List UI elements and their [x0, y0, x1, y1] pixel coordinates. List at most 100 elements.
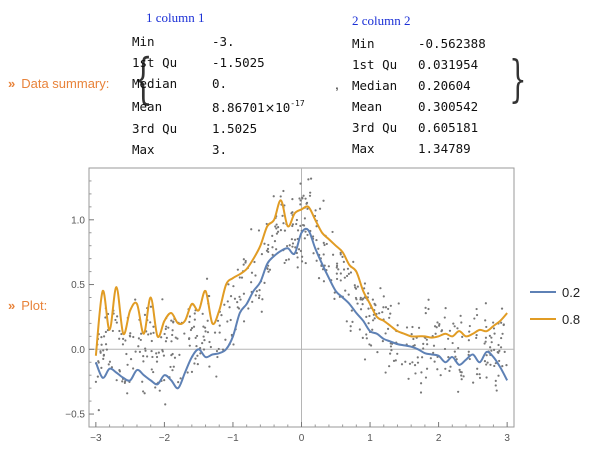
data-point: [299, 182, 302, 185]
data-point: [438, 323, 441, 326]
data-point: [440, 329, 444, 332]
data-point: [247, 307, 250, 310]
data-point: [240, 276, 244, 279]
data-point: [122, 337, 125, 341]
data-point: [488, 334, 491, 337]
data-point: [115, 379, 118, 382]
data-point: [110, 366, 114, 369]
data-point: [157, 351, 160, 354]
data-point: [335, 266, 338, 269]
data-point: [224, 338, 227, 341]
col2-row-3rd-qu: 3rd Qu 0.605181: [352, 120, 478, 135]
data-point: [484, 319, 487, 322]
data-point: [203, 326, 207, 329]
data-point: [411, 361, 414, 364]
data-point: [132, 335, 135, 339]
times-sign: ×: [264, 100, 276, 115]
data-point: [489, 363, 492, 366]
data-point: [335, 262, 339, 265]
data-point: [239, 298, 242, 301]
data-point: [322, 253, 325, 256]
data-point: [149, 332, 152, 335]
stat-value: 0.300542: [418, 99, 479, 114]
data-point: [484, 336, 488, 339]
data-point: [258, 289, 261, 292]
data-point: [494, 384, 497, 387]
data-point: [194, 336, 197, 339]
data-point: [417, 326, 421, 329]
data-point: [220, 314, 223, 317]
data-point: [505, 364, 508, 367]
data-point: [124, 339, 127, 342]
data-point: [365, 315, 368, 318]
data-point: [500, 336, 503, 340]
mean-mantissa: 8.86701: [212, 100, 265, 115]
data-point: [444, 367, 447, 370]
data-point: [194, 357, 197, 360]
data-point: [347, 272, 350, 275]
data-point: [266, 247, 270, 250]
data-point: [257, 229, 261, 232]
data-point: [134, 350, 137, 353]
data-point: [120, 332, 123, 336]
data-point: [327, 265, 330, 268]
data-point: [149, 305, 153, 308]
col2-row-median: Median 0.20604: [352, 78, 471, 93]
data-point: [244, 261, 247, 264]
data-point: [100, 336, 103, 339]
x-tick-label: −3: [90, 433, 102, 444]
data-point: [217, 347, 220, 351]
data-point: [275, 223, 278, 226]
data-point: [322, 241, 325, 245]
data-point: [359, 308, 363, 311]
data-point: [152, 331, 155, 334]
data-point: [164, 327, 167, 331]
data-point: [167, 326, 170, 329]
col1-row-median: Median 0.: [132, 76, 227, 91]
data-point: [174, 336, 177, 339]
data-point: [435, 326, 438, 329]
data-point: [236, 268, 239, 271]
data-point: [206, 319, 209, 322]
data-point: [475, 307, 478, 311]
data-point: [335, 264, 339, 267]
data-point: [299, 203, 302, 206]
data-point: [458, 368, 461, 371]
data-point: [188, 337, 191, 340]
x-tick-label: 1: [367, 433, 373, 444]
data-point: [163, 332, 166, 336]
data-point: [413, 364, 417, 367]
data-point: [164, 403, 167, 406]
data-point: [155, 360, 159, 363]
data-point: [188, 315, 192, 318]
data-point: [345, 320, 348, 323]
data-point: [295, 218, 298, 222]
data-point: [492, 327, 496, 330]
data-point: [304, 261, 307, 265]
legend-label: 0.8: [562, 312, 580, 327]
data-point: [116, 315, 119, 318]
data-point: [460, 371, 463, 374]
data-point: [250, 228, 253, 231]
data-point: [389, 352, 392, 355]
y-tick-label: 1.0: [71, 215, 85, 226]
data-point: [147, 333, 150, 336]
data-point: [275, 232, 279, 235]
data-point: [183, 332, 186, 335]
stat-value: 8.86701×10-17: [212, 99, 305, 115]
data-point: [124, 380, 127, 383]
data-point: [226, 300, 229, 303]
data-point: [368, 343, 371, 346]
data-point: [164, 340, 168, 343]
data-point: [152, 370, 155, 374]
data-point: [121, 380, 124, 383]
legend: 0.2 0.8: [530, 285, 580, 327]
data-point: [449, 365, 452, 368]
data-point: [296, 256, 299, 259]
stat-value: 1.5025: [212, 121, 258, 136]
separator-comma: ,: [335, 76, 339, 92]
data-point: [457, 390, 460, 393]
data-point: [497, 343, 500, 347]
data-point: [427, 298, 430, 301]
